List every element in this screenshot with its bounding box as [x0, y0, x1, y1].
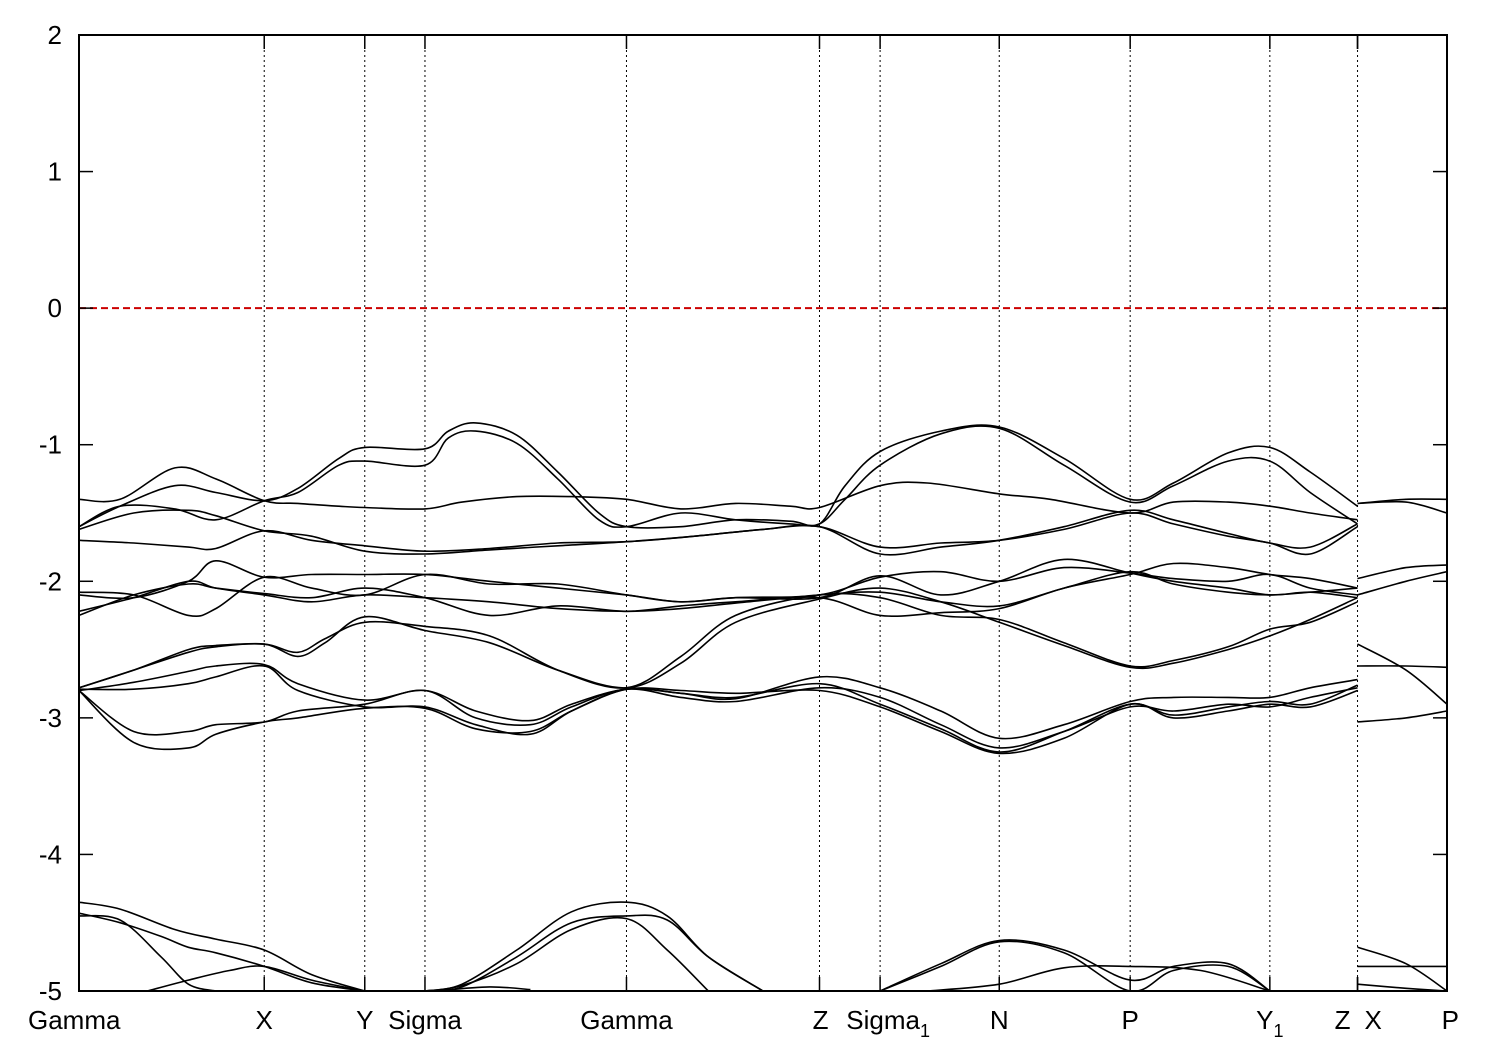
y-axis-ticks: 2 1 0 -1 -2 -3 -4 -5 — [39, 20, 1447, 1006]
band-line — [1357, 710, 1447, 723]
axes — [78, 34, 1448, 992]
band-line — [79, 509, 1358, 556]
band-line — [927, 965, 1271, 991]
y-tick-label: -1 — [39, 430, 62, 460]
kpoint-label: P — [1121, 1005, 1138, 1035]
band-line — [1357, 498, 1447, 505]
kpoint-label: Sigma1 — [846, 1005, 930, 1041]
kpoint-label: Z — [813, 1005, 829, 1035]
band-line — [79, 664, 1358, 753]
band-line — [79, 422, 1358, 529]
y-tick-label: -5 — [39, 976, 62, 1006]
band-line — [79, 566, 1358, 618]
y-tick-label: 0 — [48, 293, 62, 323]
y-tick-label: -2 — [39, 566, 62, 596]
y-tick-label: -3 — [39, 703, 62, 733]
kpoint-gridlines — [263, 35, 1359, 991]
band-line — [79, 914, 216, 991]
kpoint-label: N — [990, 1005, 1009, 1035]
band-line — [79, 425, 1358, 529]
kpoint-label: Gamma — [580, 1005, 673, 1035]
band-line — [1357, 643, 1447, 705]
band-lines — [79, 422, 1447, 991]
kpoint-label: Gamma — [28, 1005, 121, 1035]
y-tick-label: 1 — [48, 157, 62, 187]
kpoint-label: Z — [1335, 1005, 1351, 1035]
kpoint-label: P — [1442, 1005, 1459, 1035]
band-line — [79, 592, 1358, 689]
band-line — [79, 562, 1358, 617]
band-line — [1357, 946, 1447, 991]
band-line — [1357, 564, 1447, 580]
band-line — [79, 466, 1358, 521]
kpoint-label: X — [256, 1005, 273, 1035]
band-line — [147, 965, 365, 991]
band-line — [434, 986, 531, 991]
band-line — [1357, 570, 1447, 596]
band-line — [79, 570, 1358, 613]
band-line — [79, 912, 365, 991]
plot-frame — [78, 34, 1448, 992]
kpoint-label: X — [1365, 1005, 1382, 1035]
y-tick-label: -4 — [39, 839, 62, 869]
band-line — [79, 687, 1358, 755]
x-axis-labels: Gamma X Y Sigma Gamma Z Sigma1 N P Y1 Z X P — [28, 35, 1459, 1041]
kpoint-label: Y1 — [1256, 1005, 1283, 1041]
y-tick-label: 2 — [48, 20, 62, 50]
band-line — [1357, 665, 1447, 669]
kpoint-label: Sigma — [388, 1005, 462, 1035]
band-line — [424, 916, 709, 991]
band-line — [79, 901, 366, 991]
band-line — [879, 939, 1271, 991]
kpoint-label: Y — [356, 1005, 373, 1035]
